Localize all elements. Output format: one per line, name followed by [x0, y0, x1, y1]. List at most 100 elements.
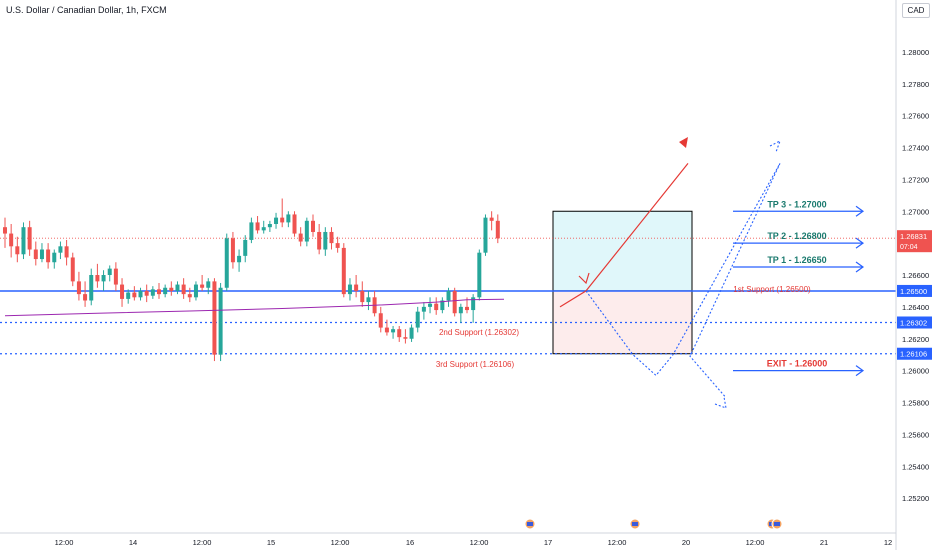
candle-body: [21, 227, 26, 255]
flag-icon-band: [527, 522, 533, 526]
arrowhead-red: [679, 137, 688, 148]
position-boxes: [552, 210, 693, 355]
candle-body: [138, 290, 143, 298]
candle: [64, 239, 69, 266]
economic-event-icon[interactable]: [629, 518, 641, 530]
economic-event-icon[interactable]: [524, 518, 536, 530]
candle-body: [384, 327, 389, 333]
candle-body: [95, 275, 100, 282]
candle: [489, 211, 494, 231]
candle: [144, 284, 149, 303]
candle: [138, 287, 143, 301]
price-tick-label: 1.26200: [902, 335, 929, 344]
candle-body: [27, 227, 32, 250]
price-tick-label: 1.27800: [902, 80, 929, 89]
candle-body: [298, 233, 303, 242]
candle: [132, 286, 137, 301]
candle-body: [354, 284, 359, 291]
candle-body: [366, 297, 371, 303]
candle: [434, 297, 439, 315]
candle: [163, 284, 168, 298]
currency-badge[interactable]: CAD: [902, 3, 930, 18]
candle-body: [83, 294, 88, 301]
price-tick-label: 1.27600: [902, 112, 929, 121]
time-tick-label: 12:00: [746, 538, 765, 547]
candle: [255, 216, 260, 234]
price-tick-label: 1.27000: [902, 207, 929, 216]
candle-body: [3, 227, 7, 234]
candle: [70, 252, 75, 287]
candle-body: [446, 290, 451, 301]
candle: [187, 287, 192, 303]
candle-body: [9, 233, 14, 247]
candle-body: [230, 238, 235, 263]
price-badge: [897, 347, 932, 360]
candle: [458, 303, 463, 323]
candle-body: [187, 294, 192, 298]
candle-body: [113, 268, 118, 285]
candle-body: [465, 306, 469, 311]
candle-body: [120, 284, 125, 299]
candle: [237, 249, 242, 272]
target-arrowhead: [855, 237, 865, 249]
economic-event-icon[interactable]: [771, 518, 783, 530]
candle: [384, 319, 389, 336]
candle: [329, 227, 334, 250]
candle: [341, 243, 346, 298]
candle-body: [39, 249, 44, 260]
candle: [113, 262, 118, 291]
time-tick-label: 12:00: [55, 538, 74, 547]
candle-body: [58, 246, 63, 253]
target-label-1: TP 1 - 1.26650: [767, 255, 826, 265]
candle-body: [286, 214, 291, 223]
price-badge-countdown: 07:04: [900, 244, 918, 251]
candle-body: [335, 243, 340, 248]
candle: [317, 224, 322, 255]
candle-body: [249, 222, 254, 240]
candle-body: [317, 231, 322, 250]
candle: [21, 222, 26, 260]
candle: [323, 227, 328, 256]
projection-paths: [559, 137, 781, 409]
candle: [9, 224, 14, 258]
candle: [347, 278, 352, 301]
target-arrowhead: [855, 261, 865, 273]
candle-body: [341, 247, 346, 295]
candle-body: [52, 252, 57, 263]
target-arrowhead: [855, 205, 865, 217]
candle-body: [46, 249, 51, 263]
candle-body: [477, 252, 482, 298]
price-tick-label: 1.25200: [902, 494, 929, 503]
candle-body: [421, 306, 426, 312]
time-tick-label: 12:00: [331, 538, 350, 547]
candle-body: [70, 257, 75, 282]
price-tick-label: 1.26000: [902, 367, 929, 376]
symbol-title: U.S. Dollar / Canadian Dollar, 1h, FXCM: [6, 5, 167, 15]
time-tick-label: 14: [129, 538, 137, 547]
candle: [200, 275, 205, 291]
candle: [39, 243, 44, 263]
time-tick-label: 20: [682, 538, 690, 547]
candle-body: [33, 249, 38, 260]
candle-body: [428, 303, 433, 307]
candle-body: [323, 231, 328, 250]
candle: [46, 243, 51, 269]
candle-body: [483, 217, 488, 253]
candle-body: [89, 275, 94, 301]
candle-body: [347, 284, 352, 295]
candle-body: [157, 289, 161, 295]
price-badge-label: 1.26302: [900, 318, 927, 327]
price-axis[interactable]: 1.28000 1.27800 1.27600 1.27400 1.27200 1.270…: [895, 0, 932, 550]
candle: [212, 278, 217, 362]
candle: [304, 217, 309, 247]
candle: [366, 290, 371, 311]
candle: [403, 329, 408, 344]
time-tick-label: 12:00: [608, 538, 627, 547]
price-badge-label: 1.26831: [900, 232, 927, 241]
candle-body: [218, 287, 223, 355]
candle: [261, 220, 266, 234]
time-axis[interactable]: 12:00 14 12:00 15 12:00 16 12:00 17 12:00 20 12:00…: [0, 518, 896, 547]
candle-body: [64, 246, 69, 258]
